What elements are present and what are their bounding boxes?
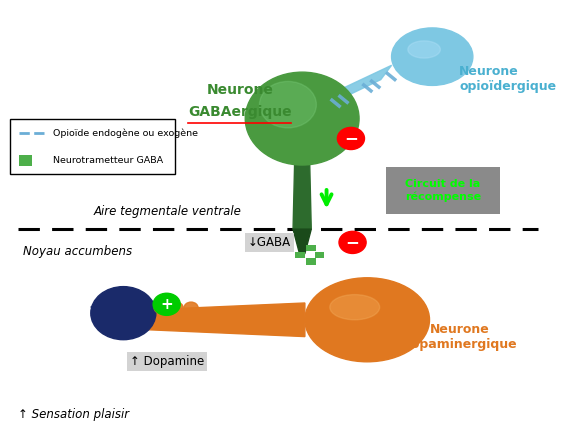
Circle shape [169, 302, 183, 314]
FancyBboxPatch shape [386, 167, 500, 214]
Ellipse shape [330, 295, 380, 320]
Text: ↑ Sensation plaisir: ↑ Sensation plaisir [18, 409, 129, 421]
Text: ↑ Dopamine: ↑ Dopamine [129, 355, 204, 368]
Circle shape [260, 81, 316, 128]
Text: Neurotrametteur GABA: Neurotrametteur GABA [53, 156, 163, 165]
Ellipse shape [305, 278, 430, 362]
Ellipse shape [408, 41, 441, 58]
Polygon shape [143, 303, 305, 336]
Circle shape [337, 127, 364, 150]
Text: −: − [344, 129, 358, 147]
Text: Neurone
dopaminergique: Neurone dopaminergique [402, 324, 517, 352]
Circle shape [162, 313, 176, 324]
Polygon shape [293, 229, 311, 254]
Text: Circuit de la
récompense: Circuit de la récompense [405, 179, 481, 202]
Circle shape [245, 72, 359, 165]
Circle shape [176, 313, 191, 324]
Polygon shape [293, 165, 311, 229]
Circle shape [153, 293, 180, 316]
Circle shape [91, 287, 156, 340]
Ellipse shape [391, 28, 473, 85]
Text: Noyau accumbens: Noyau accumbens [23, 245, 132, 258]
Text: Neurone: Neurone [206, 83, 273, 97]
Text: +: + [160, 297, 173, 312]
Bar [307, 245, 316, 251]
Text: Opioïde endogène ou exogène: Opioïde endogène ou exogène [53, 129, 198, 138]
Text: ↓GABA: ↓GABA [248, 236, 291, 249]
Text: Aire tegmentale ventrale: Aire tegmentale ventrale [93, 205, 241, 218]
Circle shape [184, 302, 198, 314]
Text: GABAergique: GABAergique [188, 105, 292, 119]
Polygon shape [91, 307, 129, 337]
FancyBboxPatch shape [10, 118, 175, 174]
Circle shape [154, 302, 168, 314]
Polygon shape [328, 65, 391, 102]
Text: −: − [346, 233, 359, 251]
Text: Neurone
opioïdergique: Neurone opioïdergique [460, 65, 556, 93]
Circle shape [339, 231, 366, 254]
Bar [19, 155, 32, 166]
Bar [315, 252, 324, 258]
Bar [307, 258, 316, 264]
Bar [295, 252, 305, 258]
